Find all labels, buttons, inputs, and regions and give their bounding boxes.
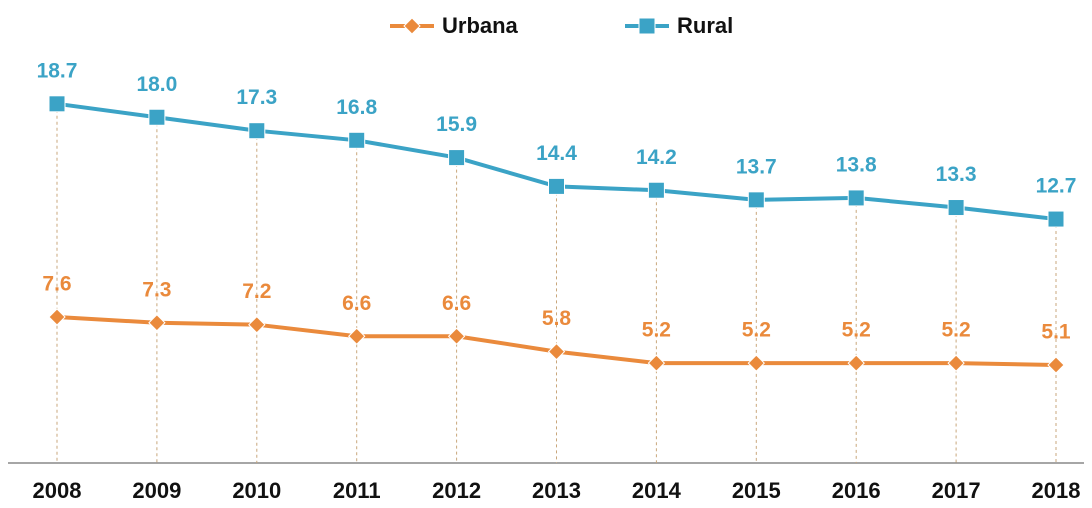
x-tick-label: 2009 <box>132 478 181 503</box>
legend-label: Urbana <box>442 13 519 38</box>
data-label: 5.2 <box>842 319 871 342</box>
data-label: 14.2 <box>636 146 677 169</box>
marker <box>647 354 666 372</box>
data-label: 5.2 <box>941 319 970 342</box>
data-label: 18.0 <box>136 73 177 96</box>
marker <box>747 354 766 372</box>
data-label: 5.1 <box>1041 321 1071 344</box>
data-label: 13.3 <box>936 163 977 186</box>
marker <box>248 315 266 334</box>
marker <box>348 131 366 149</box>
data-label: 17.3 <box>236 86 277 109</box>
marker <box>248 122 266 140</box>
x-tick-label: 2018 <box>1032 478 1081 503</box>
marker <box>548 177 565 195</box>
legend-marker <box>403 17 421 35</box>
marker <box>647 181 665 199</box>
marker <box>1047 356 1065 374</box>
data-label: 5.8 <box>542 307 572 330</box>
data-label: 7.3 <box>142 278 171 301</box>
marker <box>347 327 366 345</box>
data-label: 7.2 <box>242 280 271 303</box>
x-tick-label: 2017 <box>932 478 981 503</box>
x-tick-label: 2011 <box>333 478 381 503</box>
x-tick-label: 2008 <box>33 478 82 503</box>
data-label: 13.8 <box>836 153 877 176</box>
data-label: 5.2 <box>742 319 771 342</box>
marker <box>747 191 765 209</box>
x-tick-label: 2014 <box>632 478 682 503</box>
marker <box>48 308 66 326</box>
marker <box>947 354 965 372</box>
data-label: 7.6 <box>42 273 71 296</box>
data-label: 6.6 <box>342 292 371 315</box>
x-tick-label: 2016 <box>832 478 881 503</box>
marker <box>847 354 865 372</box>
x-tick-label: 2010 <box>232 478 281 503</box>
data-label: 12.7 <box>1036 175 1077 198</box>
data-label: 5.2 <box>642 319 671 342</box>
marker <box>48 95 66 113</box>
x-tick-label: 2015 <box>732 478 781 503</box>
legend-marker <box>638 17 656 35</box>
marker <box>847 189 865 207</box>
data-label: 13.7 <box>736 155 777 178</box>
data-label: 6.6 <box>442 292 471 315</box>
x-tick-label: 2012 <box>432 478 481 503</box>
data-label: 14.4 <box>536 142 577 165</box>
data-label: 18.7 <box>37 59 78 82</box>
marker <box>547 342 566 361</box>
data-label: 16.8 <box>336 96 377 119</box>
marker <box>1047 210 1065 228</box>
marker <box>947 199 965 217</box>
x-tick-label: 2013 <box>532 478 581 503</box>
data-label: 15.9 <box>436 113 477 136</box>
marker <box>448 149 466 167</box>
marker <box>148 108 166 126</box>
legend-label: Rural <box>677 13 733 38</box>
marker <box>148 314 166 332</box>
marker <box>447 327 466 345</box>
